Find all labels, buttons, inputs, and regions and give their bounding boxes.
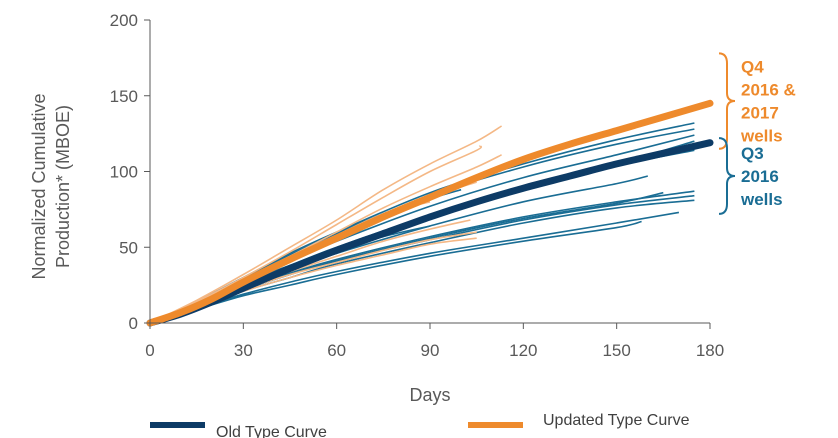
- annotation-brace-0: [718, 52, 736, 150]
- annotation-text-1-0: Q3: [741, 144, 764, 163]
- x-tick-label-120: 120: [509, 341, 537, 360]
- well-curve-0-11: [149, 220, 642, 324]
- legend-label-0: Old Type Curve: [216, 424, 327, 438]
- well-curve-1-1: [149, 144, 482, 324]
- annotation-text-0-1: 2016 &: [741, 81, 796, 100]
- type-curves: [146, 99, 714, 327]
- x-tick-label-60: 60: [327, 341, 346, 360]
- y-axis-title-line-1: Normalized Cumulative: [29, 93, 49, 279]
- x-tick-label-90: 90: [421, 341, 440, 360]
- annotation-text-0-3: wells: [740, 127, 783, 146]
- y-tick-label-200: 200: [110, 11, 138, 30]
- y-tick-label-100: 100: [110, 163, 138, 182]
- type-curve-old: [146, 139, 714, 327]
- y-tick-label-0: 0: [129, 314, 138, 333]
- x-axis-title: Days: [409, 385, 450, 405]
- annotation-text-1-1: 2016: [741, 167, 779, 186]
- x-tick-label-150: 150: [602, 341, 630, 360]
- well-curve-1-0: [149, 125, 503, 324]
- x-tick-label-180: 180: [696, 341, 724, 360]
- x-tick-label-0: 0: [145, 341, 154, 360]
- well-curve-0-6: [149, 194, 695, 324]
- y-axis-title-line-2: Production* (MBOE): [53, 105, 73, 268]
- x-tick-label-30: 30: [234, 341, 253, 360]
- annotation-text-0-0: Q4: [741, 58, 764, 77]
- tick-labels: 0 50 100 150 200 0 30 60 90 120 150 180: [110, 11, 725, 360]
- annotation-text-1-2: wells: [740, 190, 783, 209]
- y-tick-label-150: 150: [110, 87, 138, 106]
- legend: Old Type Curve Updated Type Curve: [150, 412, 690, 438]
- type-curve-updated: [146, 99, 714, 327]
- annotation-brace-1: [718, 137, 736, 215]
- annotation-text-0-2: 2017: [741, 104, 779, 123]
- y-tick-label-50: 50: [119, 238, 138, 257]
- legend-label-1: Updated Type Curve: [543, 412, 690, 429]
